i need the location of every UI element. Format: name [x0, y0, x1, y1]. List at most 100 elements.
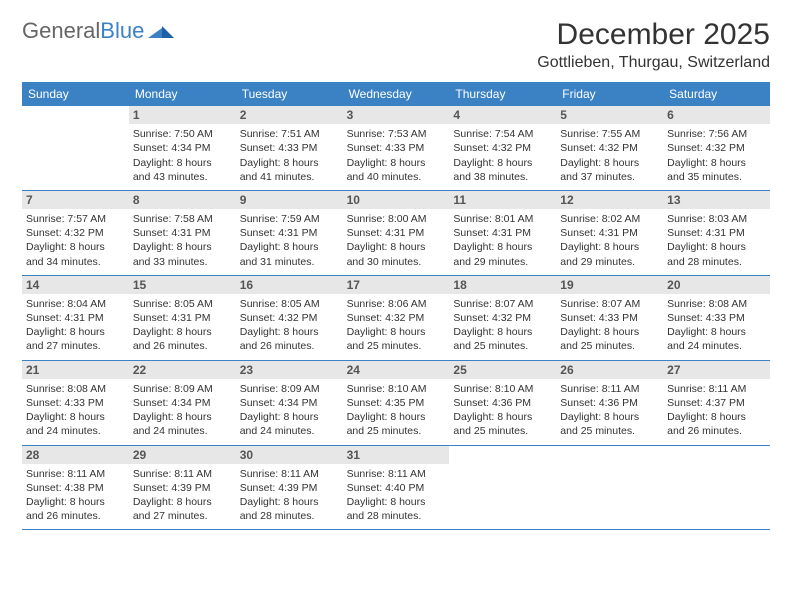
day-number: 13 — [663, 191, 770, 209]
day-cell: 10Sunrise: 8:00 AMSunset: 4:31 PMDayligh… — [343, 191, 450, 275]
day-cell: 13Sunrise: 8:03 AMSunset: 4:31 PMDayligh… — [663, 191, 770, 275]
day-cell: 11Sunrise: 8:01 AMSunset: 4:31 PMDayligh… — [449, 191, 556, 275]
sunset-text: Sunset: 4:32 PM — [667, 141, 766, 155]
daylight-text: Daylight: 8 hours and 30 minutes. — [347, 240, 446, 268]
daylight-text: Daylight: 8 hours and 24 minutes. — [240, 410, 339, 438]
day-number: 30 — [236, 446, 343, 464]
sunrise-text: Sunrise: 8:10 AM — [453, 382, 552, 396]
daylight-text: Daylight: 8 hours and 24 minutes. — [26, 410, 125, 438]
day-cell: 27Sunrise: 8:11 AMSunset: 4:37 PMDayligh… — [663, 361, 770, 445]
daylight-text: Daylight: 8 hours and 27 minutes. — [26, 325, 125, 353]
sunrise-text: Sunrise: 8:09 AM — [133, 382, 232, 396]
day-header: Thursday — [449, 82, 556, 106]
week-row: 14Sunrise: 8:04 AMSunset: 4:31 PMDayligh… — [22, 276, 770, 361]
daylight-text: Daylight: 8 hours and 37 minutes. — [560, 156, 659, 184]
day-number: 6 — [663, 106, 770, 124]
day-number: 14 — [22, 276, 129, 294]
daylight-text: Daylight: 8 hours and 27 minutes. — [133, 495, 232, 523]
daylight-text: Daylight: 8 hours and 33 minutes. — [133, 240, 232, 268]
sunrise-text: Sunrise: 8:11 AM — [240, 467, 339, 481]
sunrise-text: Sunrise: 8:11 AM — [26, 467, 125, 481]
day-number: 20 — [663, 276, 770, 294]
day-number: 25 — [449, 361, 556, 379]
day-cell: 18Sunrise: 8:07 AMSunset: 4:32 PMDayligh… — [449, 276, 556, 360]
month-title: December 2025 — [537, 18, 770, 52]
week-row: 1Sunrise: 7:50 AMSunset: 4:34 PMDaylight… — [22, 106, 770, 191]
day-cell — [663, 446, 770, 530]
day-number: 16 — [236, 276, 343, 294]
sunrise-text: Sunrise: 8:01 AM — [453, 212, 552, 226]
day-header-row: Sunday Monday Tuesday Wednesday Thursday… — [22, 82, 770, 106]
sunrise-text: Sunrise: 8:05 AM — [133, 297, 232, 311]
sunset-text: Sunset: 4:33 PM — [26, 396, 125, 410]
day-cell: 24Sunrise: 8:10 AMSunset: 4:35 PMDayligh… — [343, 361, 450, 445]
daylight-text: Daylight: 8 hours and 29 minutes. — [560, 240, 659, 268]
sunset-text: Sunset: 4:33 PM — [240, 141, 339, 155]
daylight-text: Daylight: 8 hours and 41 minutes. — [240, 156, 339, 184]
day-header: Tuesday — [236, 82, 343, 106]
day-cell: 5Sunrise: 7:55 AMSunset: 4:32 PMDaylight… — [556, 106, 663, 190]
day-header: Friday — [556, 82, 663, 106]
sunset-text: Sunset: 4:34 PM — [133, 396, 232, 410]
daylight-text: Daylight: 8 hours and 26 minutes. — [26, 495, 125, 523]
sunset-text: Sunset: 4:33 PM — [667, 311, 766, 325]
daylight-text: Daylight: 8 hours and 40 minutes. — [347, 156, 446, 184]
sunset-text: Sunset: 4:31 PM — [240, 226, 339, 240]
daylight-text: Daylight: 8 hours and 35 minutes. — [667, 156, 766, 184]
sunset-text: Sunset: 4:38 PM — [26, 481, 125, 495]
day-number: 27 — [663, 361, 770, 379]
daylight-text: Daylight: 8 hours and 25 minutes. — [453, 410, 552, 438]
logo-text-2: Blue — [100, 18, 144, 44]
location-text: Gottlieben, Thurgau, Switzerland — [537, 54, 770, 72]
sunrise-text: Sunrise: 8:10 AM — [347, 382, 446, 396]
daylight-text: Daylight: 8 hours and 25 minutes. — [347, 410, 446, 438]
day-header: Sunday — [22, 82, 129, 106]
daylight-text: Daylight: 8 hours and 25 minutes. — [453, 325, 552, 353]
week-row: 21Sunrise: 8:08 AMSunset: 4:33 PMDayligh… — [22, 361, 770, 446]
sunrise-text: Sunrise: 7:58 AM — [133, 212, 232, 226]
day-number: 19 — [556, 276, 663, 294]
sunset-text: Sunset: 4:31 PM — [453, 226, 552, 240]
sunset-text: Sunset: 4:31 PM — [560, 226, 659, 240]
day-number: 21 — [22, 361, 129, 379]
daylight-text: Daylight: 8 hours and 26 minutes. — [133, 325, 232, 353]
sunrise-text: Sunrise: 8:07 AM — [560, 297, 659, 311]
sunset-text: Sunset: 4:32 PM — [26, 226, 125, 240]
day-cell: 26Sunrise: 8:11 AMSunset: 4:36 PMDayligh… — [556, 361, 663, 445]
day-cell: 16 Sunrise: 8:05 AMSunset: 4:32 PMDayligh… — [236, 276, 343, 360]
sunrise-text: Sunrise: 8:09 AM — [240, 382, 339, 396]
sunrise-text: Sunrise: 8:08 AM — [26, 382, 125, 396]
daylight-text: Daylight: 8 hours and 28 minutes. — [240, 495, 339, 523]
day-cell: 20Sunrise: 8:08 AMSunset: 4:33 PMDayligh… — [663, 276, 770, 360]
day-cell: 6Sunrise: 7:56 AMSunset: 4:32 PMDaylight… — [663, 106, 770, 190]
page-header: GeneralBlue December 2025 Gottlieben, Th… — [22, 18, 770, 72]
day-cell: 25Sunrise: 8:10 AMSunset: 4:36 PMDayligh… — [449, 361, 556, 445]
day-cell: 31Sunrise: 8:11 AMSunset: 4:40 PMDayligh… — [343, 446, 450, 530]
daylight-text: Daylight: 8 hours and 24 minutes. — [133, 410, 232, 438]
day-number: 12 — [556, 191, 663, 209]
day-cell: 3Sunrise: 7:53 AMSunset: 4:33 PMDaylight… — [343, 106, 450, 190]
day-number: 17 — [343, 276, 450, 294]
sunset-text: Sunset: 4:32 PM — [560, 141, 659, 155]
daylight-text: Daylight: 8 hours and 24 minutes. — [667, 325, 766, 353]
day-cell: 29Sunrise: 8:11 AMSunset: 4:39 PMDayligh… — [129, 446, 236, 530]
sunset-text: Sunset: 4:31 PM — [133, 311, 232, 325]
day-number: 28 — [22, 446, 129, 464]
daylight-text: Daylight: 8 hours and 28 minutes. — [347, 495, 446, 523]
sunset-text: Sunset: 4:34 PM — [240, 396, 339, 410]
day-cell: 22Sunrise: 8:09 AMSunset: 4:34 PMDayligh… — [129, 361, 236, 445]
daylight-text: Daylight: 8 hours and 26 minutes. — [240, 325, 339, 353]
day-cell: 1Sunrise: 7:50 AMSunset: 4:34 PMDaylight… — [129, 106, 236, 190]
sunset-text: Sunset: 4:40 PM — [347, 481, 446, 495]
sunset-text: Sunset: 4:32 PM — [453, 141, 552, 155]
sunset-text: Sunset: 4:39 PM — [133, 481, 232, 495]
sunrise-text: Sunrise: 8:03 AM — [667, 212, 766, 226]
weeks-container: 1Sunrise: 7:50 AMSunset: 4:34 PMDaylight… — [22, 106, 770, 530]
day-cell: 4Sunrise: 7:54 AMSunset: 4:32 PMDaylight… — [449, 106, 556, 190]
logo-text-1: General — [22, 18, 100, 44]
sunset-text: Sunset: 4:39 PM — [240, 481, 339, 495]
sunrise-text: Sunrise: 8:05 AM — [240, 297, 339, 311]
daylight-text: Daylight: 8 hours and 25 minutes. — [560, 410, 659, 438]
sunset-text: Sunset: 4:32 PM — [240, 311, 339, 325]
calendar: Sunday Monday Tuesday Wednesday Thursday… — [22, 82, 770, 530]
